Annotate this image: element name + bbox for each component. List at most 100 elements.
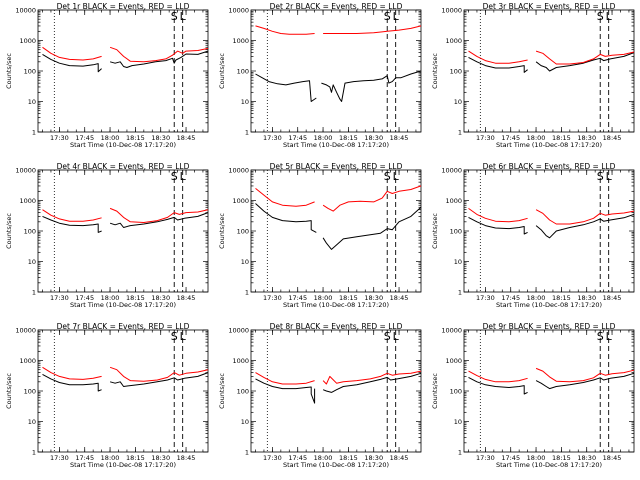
x-axis-label: Start Time (10-Dec-08 17:17:20) [70,301,176,309]
x-tick-label: 18:45 [603,454,622,462]
x-tick-label: 18:45 [603,134,622,142]
x-tick-label: 17:45 [75,454,94,462]
panel-8: Det 8r BLACK = Events, RED = LLD 1 10 100 10… [218,322,422,469]
x-tick-label: 18:30 [151,454,170,462]
x-tick-label: 18:45 [177,454,196,462]
series-lld-segment-2 [323,25,422,34]
panel-title: Det 8r BLACK = Events, RED = LLD [270,322,403,331]
x-tick-label: 18:45 [390,454,409,462]
y-tick-label: 1 [32,288,36,296]
x-tick-label: 18:00 [101,134,120,142]
panel-title: Det 2r BLACK = Events, RED = LLD [270,2,403,11]
x-axis-label: Start Time (10-Dec-08 17:17:20) [496,141,602,149]
y-tick-label: 1 [245,288,249,296]
series-events-segment-2 [535,372,635,390]
y-tick-label: 1 [245,128,249,136]
marker-S: S [384,170,391,183]
y-tick-label: 10000 [441,326,462,334]
y-tick-label: 100 [450,387,462,395]
series-events-segment-1 [42,53,102,73]
series-lld-segment-1 [42,209,102,222]
y-tick-label: 10000 [441,6,462,14]
x-axis-label: Start Time (10-Dec-08 17:17:20) [496,301,602,309]
marker-L: L [606,170,613,183]
series-lld-segment-1 [255,372,315,385]
series-events-segment-1 [468,376,528,395]
x-tick-label: 18:30 [577,454,596,462]
y-tick-label: 100 [24,67,36,75]
marker-L: L [180,10,187,23]
panel-5: Det 5r BLACK = Events, RED = LLD 1 10 100 10… [218,162,422,309]
panel-4: Det 4r BLACK = Events, RED = LLD 1 10 100 10… [5,162,209,309]
series-events-segment-1 [42,215,102,233]
x-tick-label: 18:45 [177,134,196,142]
y-tick-label: 10 [454,418,462,426]
x-tick-label: 18:45 [390,134,409,142]
panel-title: Det 5r BLACK = Events, RED = LLD [270,162,403,171]
series-events-segment-2 [322,372,422,393]
series-lld-segment-1 [42,366,102,380]
y-axis-label: Counts/sec [5,53,13,89]
series-lld-segment-1 [468,50,528,64]
series-events-segment-2 [109,212,209,228]
series-events-segment-1 [255,378,316,404]
y-axis-label: Counts/sec [5,373,13,409]
series-events-segment-2 [535,213,635,239]
y-tick-label: 1000 [19,197,36,205]
marker-L: L [606,10,613,23]
x-tick-label: 17:45 [75,294,94,302]
series-lld-segment-1 [468,370,528,383]
x-axis-label: Start Time (10-Dec-08 17:17:20) [70,141,176,149]
marker-L: L [393,170,400,183]
y-tick-label: 1 [458,288,462,296]
y-tick-label: 1000 [19,357,36,365]
series-events-segment-2 [321,70,422,102]
series-events-segment-2 [109,372,209,387]
y-tick-label: 10000 [15,326,36,334]
y-tick-label: 100 [24,387,36,395]
series-events-segment-2 [535,52,635,72]
series-events-segment-1 [255,203,317,233]
x-tick-label: 18:30 [364,294,383,302]
y-tick-label: 10000 [228,326,249,334]
series-lld-segment-2 [322,185,422,212]
x-tick-label: 18:00 [527,134,546,142]
x-tick-label: 18:15 [339,294,358,302]
series-events-segment-1 [42,373,102,392]
x-tick-label: 17:30 [50,454,69,462]
y-tick-label: 100 [450,227,462,235]
series-lld-segment-2 [109,366,209,382]
x-tick-label: 18:45 [603,294,622,302]
panel-2: Det 2r BLACK = Events, RED = LLD 1 10 100 10… [218,2,422,149]
y-tick-label: 1 [32,448,36,456]
marker-S: S [597,10,604,23]
series-lld-segment-2 [109,46,209,63]
y-tick-label: 10 [28,258,36,266]
marker-S: S [384,10,391,23]
y-tick-label: 10000 [228,6,249,14]
x-tick-label: 18:00 [527,294,546,302]
x-tick-label: 17:30 [476,454,495,462]
x-tick-label: 17:45 [75,134,94,142]
series-lld-segment-2 [109,207,209,223]
panel-title: Det 1r BLACK = Events, RED = LLD [57,2,190,11]
y-tick-label: 1000 [232,197,249,205]
x-tick-label: 18:45 [390,294,409,302]
y-tick-label: 10 [241,418,249,426]
x-tick-label: 18:00 [101,294,120,302]
y-tick-label: 100 [24,227,36,235]
y-tick-label: 10 [241,258,249,266]
x-tick-label: 18:00 [314,294,333,302]
y-axis-label: Counts/sec [431,213,439,249]
series-lld-segment-1 [42,46,102,61]
x-tick-label: 17:45 [288,294,307,302]
marker-L: L [393,10,400,23]
panel-6: Det 6r BLACK = Events, RED = LLD 1 10 100 10… [431,162,635,309]
y-axis-label: Counts/sec [5,213,13,249]
y-tick-label: 1000 [19,37,36,45]
x-tick-label: 18:00 [101,454,120,462]
series-lld-segment-2 [535,367,635,383]
x-tick-label: 18:30 [364,134,383,142]
x-tick-label: 18:15 [126,454,145,462]
